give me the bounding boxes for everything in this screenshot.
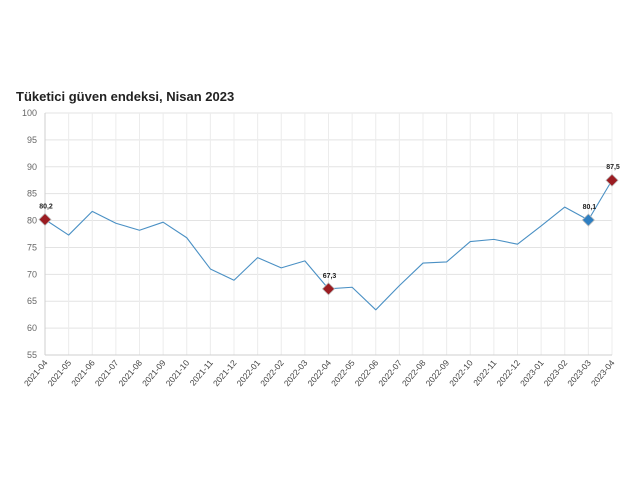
x-tick-label: 2021-12	[211, 358, 239, 389]
x-tick-label: 2023-02	[542, 358, 570, 389]
data-label: 87,5	[606, 164, 620, 171]
y-tick-label: 70	[27, 269, 37, 279]
x-tick-label: 2022-11	[471, 358, 498, 388]
x-tick-label: 2021-04	[22, 358, 50, 389]
x-tick-label: 2022-09	[423, 358, 451, 389]
data-label: 67,3	[323, 273, 337, 280]
x-tick-label: 2021-10	[164, 358, 192, 389]
highlight-marker	[38, 212, 52, 227]
y-tick-label: 95	[27, 135, 37, 145]
grid	[44, 112, 613, 356]
data-label: 80,1	[583, 204, 597, 211]
highlight-marker	[605, 173, 619, 187]
y-tick-label: 85	[27, 189, 37, 199]
x-tick-label: 2021-08	[116, 358, 144, 389]
x-tick-label: 2022-12	[494, 358, 522, 389]
x-tick-label: 2022-06	[353, 358, 381, 389]
x-axis: 2021-042021-052021-062021-072021-082021-…	[22, 358, 617, 389]
y-axis: 55 60 65 70 75 80 85 90 95 100	[22, 108, 37, 360]
x-tick-label: 2023-01	[518, 358, 546, 389]
x-tick-label: 2022-04	[305, 358, 333, 389]
x-tick-label: 2023-04	[589, 358, 617, 389]
x-tick-label: 2022-05	[329, 358, 357, 389]
highlight-marker	[321, 282, 336, 296]
x-tick-label: 2023-03	[565, 358, 593, 389]
chart-title: Tüketici güven endeksi, Nisan 2023	[16, 89, 234, 104]
data-label: 80,2	[39, 203, 53, 210]
highlight-markers: 80,2 67,3 80,1 87,5	[38, 164, 620, 296]
y-tick-label: 55	[27, 350, 37, 360]
x-tick-label: 2022-07	[376, 358, 404, 389]
y-tick-label: 75	[27, 242, 37, 252]
y-tick-label: 65	[27, 296, 37, 306]
x-tick-label: 2021-05	[45, 358, 73, 389]
x-tick-label: 2022-10	[447, 358, 475, 389]
x-tick-label: 2022-03	[282, 358, 310, 389]
y-tick-label: 90	[27, 162, 37, 172]
x-tick-label: 2021-07	[93, 358, 121, 389]
y-tick-label: 80	[27, 216, 37, 226]
x-tick-label: 2022-02	[258, 358, 286, 389]
y-tick-label: 100	[22, 108, 37, 118]
x-tick-label: 2022-08	[400, 358, 428, 389]
highlight-marker	[581, 213, 595, 227]
x-tick-label: 2021-11	[188, 358, 215, 388]
x-tick-label: 2021-06	[69, 358, 97, 389]
y-tick-label: 60	[27, 323, 37, 333]
x-tick-label: 2022-01	[234, 358, 262, 389]
x-tick-label: 2021-09	[140, 358, 168, 389]
